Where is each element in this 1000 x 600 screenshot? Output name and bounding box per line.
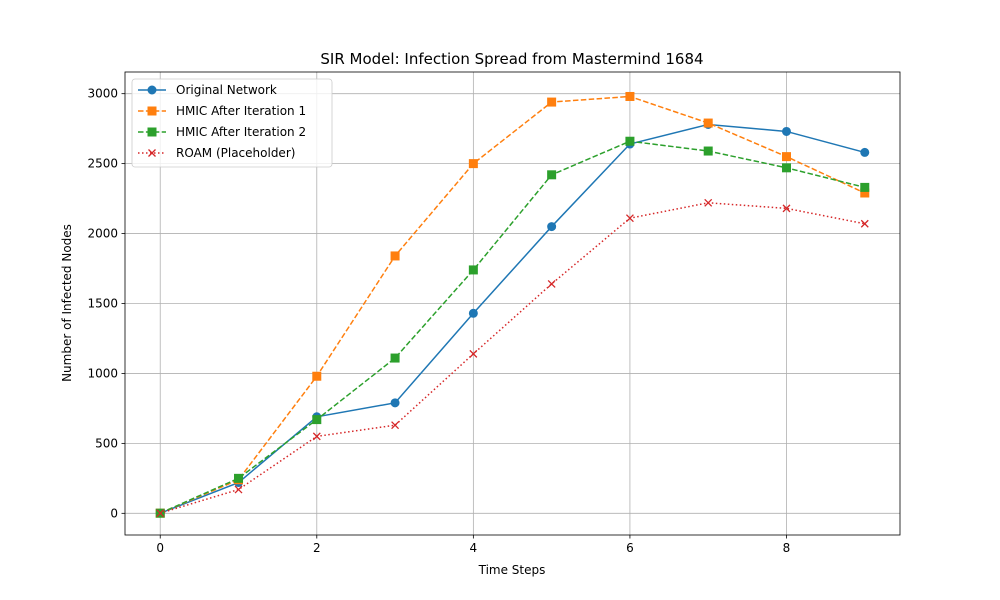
- legend-label: HMIC After Iteration 2: [176, 125, 306, 139]
- data-point: [860, 219, 869, 228]
- legend-item: ROAM (Placeholder): [138, 146, 295, 160]
- x-tick-label: 8: [783, 541, 791, 555]
- legend-item: Original Network: [138, 83, 277, 97]
- x-axis-ticks: 0 2 4 6 8: [156, 535, 790, 555]
- data-point: [860, 147, 870, 157]
- data-point: [547, 170, 557, 180]
- data-point: [625, 214, 634, 223]
- data-point: [703, 118, 713, 128]
- data-point: [390, 251, 400, 261]
- data-point: [156, 509, 165, 518]
- y-tick-label: 2000: [87, 227, 118, 241]
- data-point: [468, 265, 478, 275]
- y-axis-label: Number of Infected Nodes: [60, 224, 74, 382]
- series-4: [156, 198, 869, 518]
- legend-label: Original Network: [176, 83, 277, 97]
- series-line: [159, 123, 865, 514]
- x-marker-stroke: [625, 214, 634, 223]
- x-marker-stroke: [782, 204, 791, 213]
- x-tick-label: 0: [156, 541, 164, 555]
- data-point: [312, 371, 322, 381]
- series-layer: [155, 91, 870, 518]
- data-point: [468, 159, 478, 169]
- data-point: [782, 204, 791, 213]
- data-point: [781, 126, 791, 136]
- series-line: [159, 140, 865, 514]
- data-point: [781, 152, 791, 162]
- y-tick-label: 2500: [87, 157, 118, 171]
- data-point: [704, 198, 713, 207]
- x-marker-stroke: [156, 509, 165, 518]
- y-tick-label: 3000: [87, 87, 118, 101]
- x-marker-stroke: [469, 349, 478, 358]
- legend-marker: [147, 106, 157, 116]
- legend-item: HMIC After Iteration 2: [138, 125, 306, 139]
- x-marker-stroke: [704, 198, 713, 207]
- legend-item: HMIC After Iteration 1: [138, 104, 306, 118]
- series-line: [159, 95, 866, 514]
- x-marker-stroke: [312, 432, 321, 441]
- x-axis-label: Time Steps: [478, 563, 546, 577]
- legend-marker: [147, 127, 157, 137]
- chart-title: SIR Model: Infection Spread from Masterm…: [320, 50, 703, 68]
- data-point: [547, 279, 556, 288]
- legend-marker: [147, 85, 157, 95]
- data-point: [625, 91, 635, 101]
- y-tick-label: 1500: [87, 297, 118, 311]
- data-point: [860, 182, 870, 192]
- data-point: [469, 349, 478, 358]
- data-point: [312, 432, 321, 441]
- data-point: [781, 163, 791, 173]
- data-point: [390, 398, 400, 408]
- legend-marker: [148, 149, 156, 157]
- x-marker-stroke: [234, 485, 243, 494]
- data-point: [468, 308, 478, 318]
- legend-label: ROAM (Placeholder): [176, 146, 295, 160]
- x-tick-label: 2: [313, 541, 321, 555]
- grid: [125, 72, 900, 535]
- data-point: [234, 473, 244, 483]
- y-tick-label: 1000: [87, 366, 118, 380]
- x-marker-stroke: [391, 421, 400, 430]
- y-tick-label: 0: [110, 506, 118, 520]
- data-point: [390, 353, 400, 363]
- x-tick-label: 4: [470, 541, 478, 555]
- data-point: [547, 222, 557, 232]
- legend-label: HMIC After Iteration 1: [176, 104, 306, 118]
- legend-items: Original Network HMIC After Iteration 1 HM…: [138, 83, 306, 160]
- x-marker-stroke: [547, 279, 556, 288]
- y-axis-ticks: 0 500 1000 1500 2000 2500 3000: [87, 87, 125, 520]
- data-point: [234, 485, 243, 494]
- y-tick-label: 500: [95, 436, 118, 450]
- data-point: [625, 136, 635, 146]
- data-point: [547, 97, 557, 107]
- data-point: [312, 415, 322, 425]
- series-line: [160, 202, 865, 514]
- x-tick-label: 6: [626, 541, 634, 555]
- legend-box: [131, 78, 333, 168]
- data-point: [391, 421, 400, 430]
- x-marker-stroke: [148, 149, 156, 157]
- x-marker-stroke: [860, 219, 869, 228]
- data-point: [703, 146, 713, 156]
- legend: Original Network HMIC After Iteration 1 HM…: [131, 78, 333, 168]
